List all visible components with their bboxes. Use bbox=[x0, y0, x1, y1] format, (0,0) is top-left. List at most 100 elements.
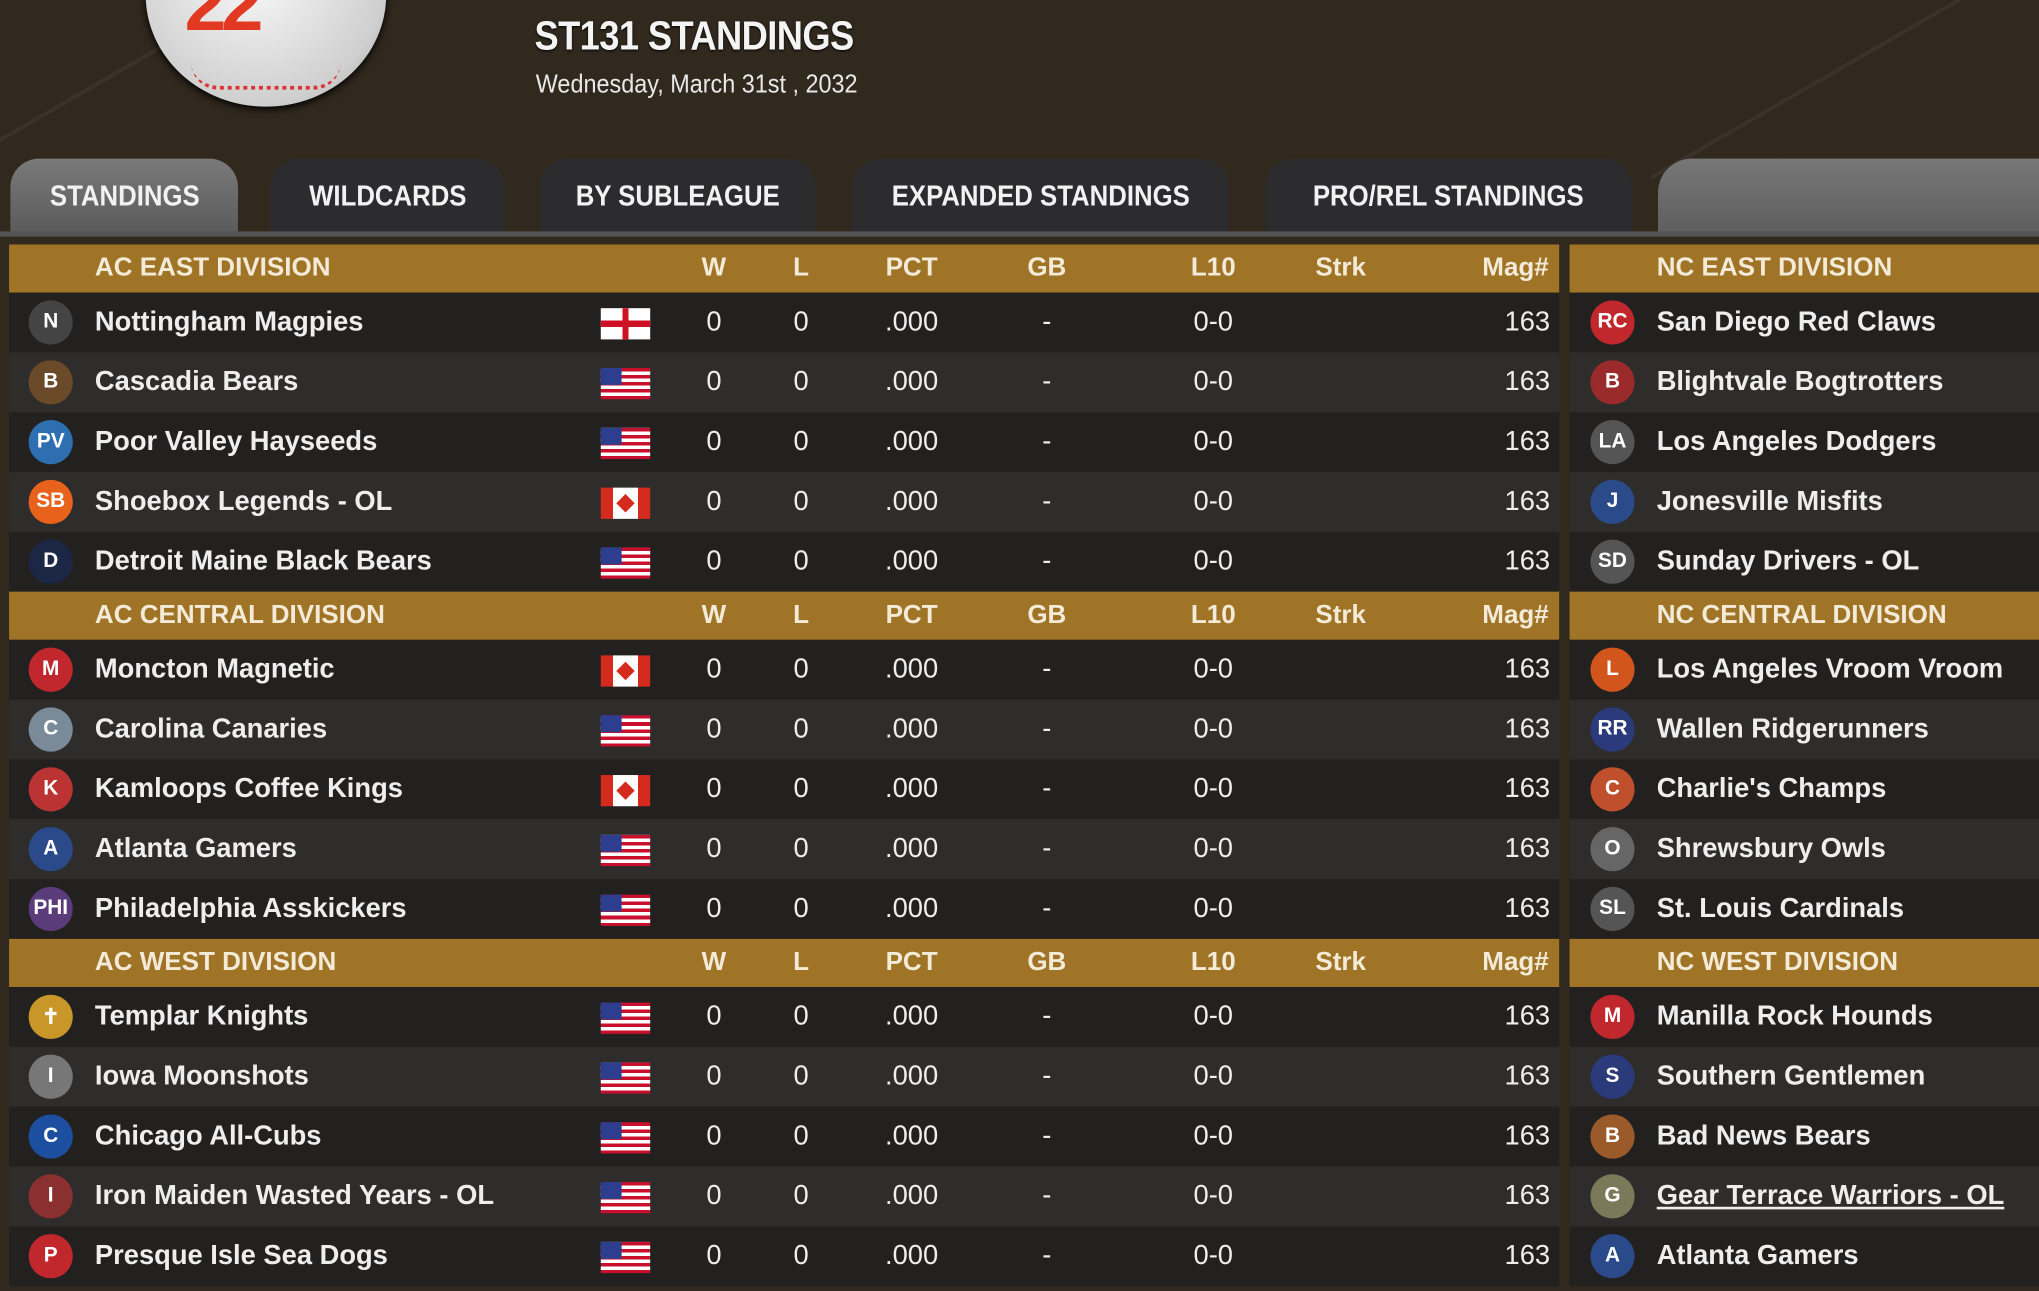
team-row[interactable]: L Los Angeles Vroom Vroom bbox=[1569, 639, 2039, 700]
stat-l: 0 bbox=[793, 1180, 809, 1211]
column-header-mag[interactable]: Mag# bbox=[1482, 947, 1549, 977]
team-row[interactable]: M Moncton Magnetic 0 0 .000 - 0-0 163 bbox=[9, 639, 1560, 700]
column-header-w[interactable]: W bbox=[701, 600, 727, 630]
column-header-l[interactable]: L bbox=[793, 600, 809, 630]
team-name-link[interactable]: Gear Terrace Warriors - OL bbox=[1656, 1180, 2005, 1211]
column-header-mag[interactable]: Mag# bbox=[1482, 253, 1549, 283]
stat-l: 0 bbox=[793, 1001, 809, 1032]
column-header-pct[interactable]: PCT bbox=[885, 947, 938, 977]
team-row[interactable]: M Manilla Rock Hounds bbox=[1569, 987, 2039, 1047]
column-header-l[interactable]: L bbox=[793, 253, 809, 283]
column-header-w[interactable]: W bbox=[701, 947, 727, 977]
page-title: ST131 STANDINGS bbox=[534, 13, 854, 59]
stat-pct: .000 bbox=[885, 1001, 939, 1032]
team-row[interactable]: C Charlie's Champs bbox=[1569, 759, 2039, 820]
stat-l: 0 bbox=[793, 833, 809, 864]
team-row[interactable]: J Jonesville Misfits bbox=[1569, 472, 2039, 532]
team-name-link[interactable]: San Diego Red Claws bbox=[1656, 306, 1936, 337]
column-header-strk[interactable]: Strk bbox=[1315, 947, 1367, 977]
team-row[interactable]: B Blightvale Bogtrotters bbox=[1569, 352, 2039, 413]
team-name-link[interactable]: Detroit Maine Black Bears bbox=[94, 546, 432, 577]
team-name-link[interactable]: Iowa Moonshots bbox=[94, 1061, 309, 1092]
team-name-link[interactable]: Bad News Bears bbox=[1656, 1120, 1871, 1151]
team-name-link[interactable]: Kamloops Coffee Kings bbox=[94, 773, 403, 804]
team-logo-icon: A bbox=[28, 827, 73, 872]
column-header-gb[interactable]: GB bbox=[1027, 947, 1067, 977]
column-header-strk[interactable]: Strk bbox=[1315, 600, 1367, 630]
team-row[interactable]: A Atlanta Gamers 0 0 .000 - 0-0 163 bbox=[9, 819, 1560, 880]
team-row[interactable]: I Iowa Moonshots 0 0 .000 - 0-0 163 bbox=[9, 1046, 1560, 1107]
team-row[interactable]: O Shrewsbury Owls bbox=[1569, 819, 2039, 880]
column-header-pct[interactable]: PCT bbox=[885, 253, 938, 283]
team-row[interactable]: C Chicago All-Cubs 0 0 .000 - 0-0 163 bbox=[9, 1106, 1560, 1167]
team-name-link[interactable]: Atlanta Gamers bbox=[94, 833, 297, 864]
column-header-strk[interactable]: Strk bbox=[1315, 253, 1367, 283]
stat-mag: 163 bbox=[1504, 1180, 1551, 1211]
stat-l10: 0-0 bbox=[1193, 1180, 1234, 1211]
team-name-link[interactable]: Blightvale Bogtrotters bbox=[1656, 366, 1944, 397]
team-name-link[interactable]: Southern Gentlemen bbox=[1656, 1061, 1926, 1092]
team-name-link[interactable]: Carolina Canaries bbox=[94, 713, 328, 744]
team-name-link[interactable]: Cascadia Bears bbox=[94, 366, 299, 397]
stat-l10: 0-0 bbox=[1193, 306, 1234, 337]
team-name-link[interactable]: Sunday Drivers - OL bbox=[1656, 546, 1920, 577]
tab-pro-rel-standings[interactable]: PRO/REL STANDINGS bbox=[1265, 158, 1633, 235]
team-row[interactable]: A Atlanta Gamers bbox=[1569, 1226, 2039, 1287]
column-header-l[interactable]: L bbox=[793, 947, 809, 977]
team-row[interactable]: N Nottingham Magpies 0 0 .000 - 0-0 163 bbox=[9, 292, 1560, 353]
division-name: AC WEST DIVISION bbox=[94, 947, 337, 977]
team-name-link[interactable]: Jonesville Misfits bbox=[1656, 486, 1883, 517]
team-row[interactable]: C Carolina Canaries 0 0 .000 - 0-0 163 bbox=[9, 699, 1560, 760]
column-header-l10[interactable]: L10 bbox=[1190, 253, 1236, 283]
team-row[interactable]: RC San Diego Red Claws bbox=[1569, 292, 2039, 353]
team-name-link[interactable]: Nottingham Magpies bbox=[94, 306, 364, 337]
team-name-link[interactable]: Wallen Ridgerunners bbox=[1656, 713, 1929, 744]
column-header-gb[interactable]: GB bbox=[1027, 253, 1067, 283]
team-row[interactable]: B Cascadia Bears 0 0 .000 - 0-0 163 bbox=[9, 352, 1560, 413]
team-name-link[interactable]: Chicago All-Cubs bbox=[94, 1120, 322, 1151]
column-header-l10[interactable]: L10 bbox=[1190, 600, 1236, 630]
team-row[interactable]: RR Wallen Ridgerunners bbox=[1569, 699, 2039, 760]
team-row[interactable]: G Gear Terrace Warriors - OL bbox=[1569, 1166, 2039, 1227]
team-row[interactable]: SD Sunday Drivers - OL bbox=[1569, 531, 2039, 592]
team-row[interactable]: B Bad News Bears bbox=[1569, 1106, 2039, 1167]
team-row[interactable]: PV Poor Valley Hayseeds 0 0 .000 - 0-0 163 bbox=[9, 412, 1560, 473]
tab-wildcards[interactable]: WILDCARDS bbox=[270, 158, 505, 235]
column-header-pct[interactable]: PCT bbox=[885, 600, 938, 630]
team-name-link[interactable]: Templar Knights bbox=[94, 1001, 309, 1032]
team-name-link[interactable]: Atlanta Gamers bbox=[1656, 1240, 1859, 1271]
team-row[interactable]: ✝ Templar Knights 0 0 .000 - 0-0 163 bbox=[9, 987, 1560, 1047]
team-logo-icon: B bbox=[1590, 1114, 1635, 1159]
team-name-link[interactable]: Los Angeles Vroom Vroom bbox=[1656, 654, 2004, 685]
stat-l10: 0-0 bbox=[1193, 1061, 1234, 1092]
team-name-link[interactable]: Los Angeles Dodgers bbox=[1656, 426, 1937, 457]
team-row[interactable]: I Iron Maiden Wasted Years - OL 0 0 .000 - 0-0… bbox=[9, 1166, 1560, 1227]
tab-by-subleague[interactable]: BY SUBLEAGUE bbox=[539, 158, 816, 235]
team-name-link[interactable]: Moncton Magnetic bbox=[94, 654, 335, 685]
team-name-link[interactable]: Charlie's Champs bbox=[1656, 773, 1887, 804]
team-name-link[interactable]: Poor Valley Hayseeds bbox=[94, 426, 378, 457]
tab-expanded-standings[interactable]: EXPANDED STANDINGS bbox=[851, 158, 1229, 235]
team-row[interactable]: SL St. Louis Cardinals bbox=[1569, 879, 2039, 939]
team-row[interactable]: S Southern Gentlemen bbox=[1569, 1046, 2039, 1107]
team-name-link[interactable]: Manilla Rock Hounds bbox=[1656, 1001, 1933, 1032]
column-header-gb[interactable]: GB bbox=[1027, 600, 1067, 630]
column-header-l10[interactable]: L10 bbox=[1190, 947, 1236, 977]
team-name-link[interactable]: Shrewsbury Owls bbox=[1656, 833, 1886, 864]
current-date: Wednesday, March 31st , 2032 bbox=[535, 70, 858, 99]
column-header-w[interactable]: W bbox=[701, 253, 727, 283]
team-row[interactable]: PHI Philadelphia Asskickers 0 0 .000 - 0-0 163 bbox=[9, 879, 1560, 939]
team-name-link[interactable]: Philadelphia Asskickers bbox=[94, 893, 407, 924]
team-name-link[interactable]: St. Louis Cardinals bbox=[1656, 893, 1905, 924]
tab-standings[interactable]: STANDINGS bbox=[10, 158, 238, 235]
team-name-link[interactable]: Presque Isle Sea Dogs bbox=[94, 1240, 388, 1271]
team-row[interactable]: P Presque Isle Sea Dogs 0 0 .000 - 0-0 163 bbox=[9, 1226, 1560, 1287]
column-header-mag[interactable]: Mag# bbox=[1482, 600, 1549, 630]
team-row[interactable]: SB Shoebox Legends - OL 0 0 .000 - 0-0 163 bbox=[9, 472, 1560, 532]
stat-mag: 163 bbox=[1504, 366, 1551, 397]
team-name-link[interactable]: Shoebox Legends - OL bbox=[94, 486, 393, 517]
team-row[interactable]: LA Los Angeles Dodgers bbox=[1569, 412, 2039, 473]
team-name-link[interactable]: Iron Maiden Wasted Years - OL bbox=[94, 1180, 495, 1211]
team-row[interactable]: D Detroit Maine Black Bears 0 0 .000 - 0-0 163 bbox=[9, 531, 1560, 592]
team-row[interactable]: K Kamloops Coffee Kings 0 0 .000 - 0-0 163 bbox=[9, 759, 1560, 820]
